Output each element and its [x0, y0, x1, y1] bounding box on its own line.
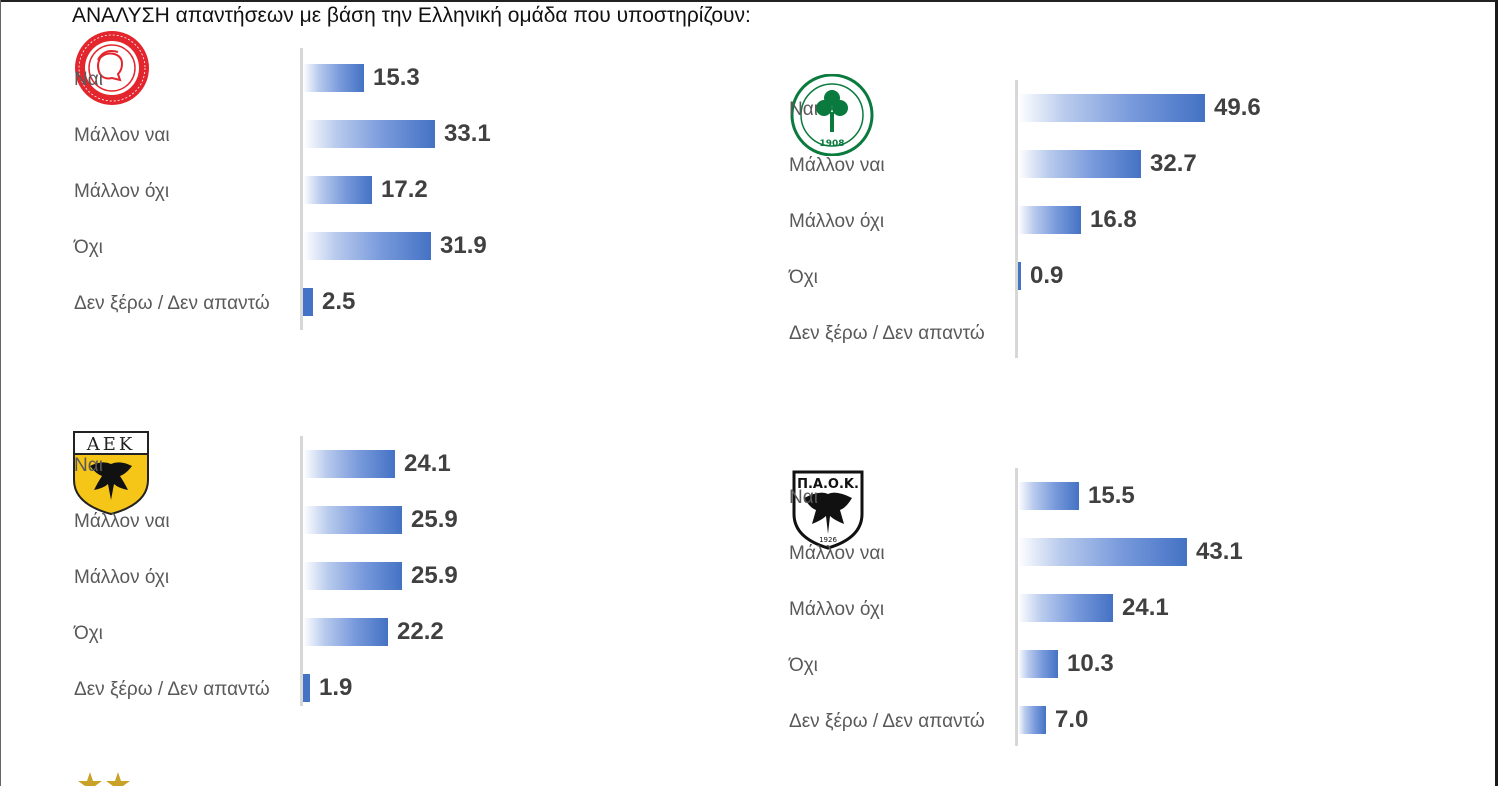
category-label: Μάλλον ναι — [74, 125, 170, 146]
bar — [303, 176, 372, 204]
bar — [1018, 262, 1021, 290]
data-label: 43.1 — [1196, 538, 1243, 565]
category-label: Δεν ξέρω / Δεν απαντώ — [74, 293, 270, 314]
data-label: 25.9 — [411, 506, 458, 533]
category-label: Μάλλον ναι — [74, 511, 170, 532]
category-axis-line — [1015, 468, 1018, 746]
frame-right-border — [1495, 0, 1498, 786]
star-icon-pair — [78, 772, 130, 786]
category-label: Μάλλον όχι — [789, 211, 885, 232]
data-label: 33.1 — [444, 120, 491, 147]
pao-year-text: 1908 — [819, 139, 844, 149]
paok-logo-text: Π.Α.Ο.Κ. — [797, 477, 859, 492]
aek-logo: ΑΕΚ — [73, 431, 149, 516]
category-label: Δεν ξέρω / Δεν απαντώ — [789, 711, 985, 732]
bar — [1018, 650, 1058, 678]
bar — [303, 64, 364, 92]
bar — [303, 618, 388, 646]
category-label: Μάλλον όχι — [74, 181, 170, 202]
data-label: 22.2 — [397, 618, 444, 645]
frame-top-border — [0, 0, 1498, 2]
bar — [1018, 706, 1046, 734]
data-label: 49.6 — [1214, 94, 1261, 121]
paok-logo: Π.Α.Ο.Κ. 1926 — [792, 470, 864, 550]
data-label: 1.9 — [319, 674, 353, 701]
category-label: Ναι — [789, 99, 818, 120]
chart-paok: Π.Α.Ο.Κ. 1926 Ναι 15.5 Μάλλον ναι 43.1 Μάλλο… — [740, 390, 1480, 786]
data-label: 7.0 — [1055, 706, 1089, 733]
bar — [303, 674, 310, 702]
data-label: 15.3 — [373, 64, 420, 91]
paok-year-text: 1926 — [819, 536, 837, 544]
data-label: 32.7 — [1150, 150, 1197, 177]
bar — [303, 450, 395, 478]
bar — [1018, 150, 1141, 178]
category-label: Δεν ξέρω / Δεν απαντώ — [74, 679, 270, 700]
chart-aek: ΑΕΚ Ναι 24.1 Μάλλον ναι 25.9 Μάλλον όχι 25.9 Ό… — [0, 390, 740, 786]
category-label: Μάλλον όχι — [789, 599, 885, 620]
chart-olympiacos: Ναι 15.3 Μάλλον ναι 33.1 Μάλλον όχι 17.2 Όχι 31… — [0, 0, 740, 390]
bar — [1018, 482, 1079, 510]
category-label: Όχι — [789, 267, 818, 288]
panathinaikos-logo: 1908 — [790, 74, 874, 156]
data-label: 24.1 — [404, 450, 451, 477]
data-label: 2.5 — [322, 288, 356, 315]
bar — [1018, 206, 1081, 234]
bar — [303, 232, 431, 260]
category-label: Όχι — [74, 237, 103, 258]
bar — [303, 288, 313, 316]
category-axis-line — [1015, 80, 1018, 358]
category-axis-line — [300, 48, 303, 330]
bar — [1018, 94, 1205, 122]
data-label: 16.8 — [1090, 206, 1137, 233]
category-axis-line — [300, 436, 303, 706]
olympiacos-logo — [75, 31, 149, 105]
category-label: Όχι — [74, 623, 103, 644]
category-label: Ναι — [74, 69, 103, 90]
chart-panathinaikos: 1908 Ναι 49.6 Μάλλον ναι 32.7 Μάλλον όχι 16.8… — [740, 0, 1480, 390]
data-label: 0.9 — [1030, 262, 1064, 289]
data-label: 10.3 — [1067, 650, 1114, 677]
bar — [303, 120, 435, 148]
category-label: Όχι — [789, 655, 818, 676]
page-title: ΑΝΑΛΥΣΗ απαντήσεων με βάση την Ελληνική … — [72, 4, 751, 27]
data-label: 17.2 — [381, 176, 428, 203]
category-label: Ναι — [789, 487, 818, 508]
bar — [1018, 594, 1113, 622]
bar — [303, 506, 402, 534]
data-label: 25.9 — [411, 562, 458, 589]
bar — [1018, 538, 1187, 566]
data-label: 24.1 — [1122, 594, 1169, 621]
category-label: Μάλλον όχι — [74, 567, 170, 588]
bar — [303, 562, 402, 590]
category-label: Μάλλον ναι — [789, 543, 885, 564]
aek-logo-text: ΑΕΚ — [86, 434, 136, 455]
category-label: Μάλλον ναι — [789, 155, 885, 176]
data-label: 31.9 — [440, 232, 487, 259]
category-label: Ναι — [74, 455, 103, 476]
data-label: 15.5 — [1088, 482, 1135, 509]
frame-left-border — [0, 0, 1, 786]
category-label: Δεν ξέρω / Δεν απαντώ — [789, 323, 985, 344]
